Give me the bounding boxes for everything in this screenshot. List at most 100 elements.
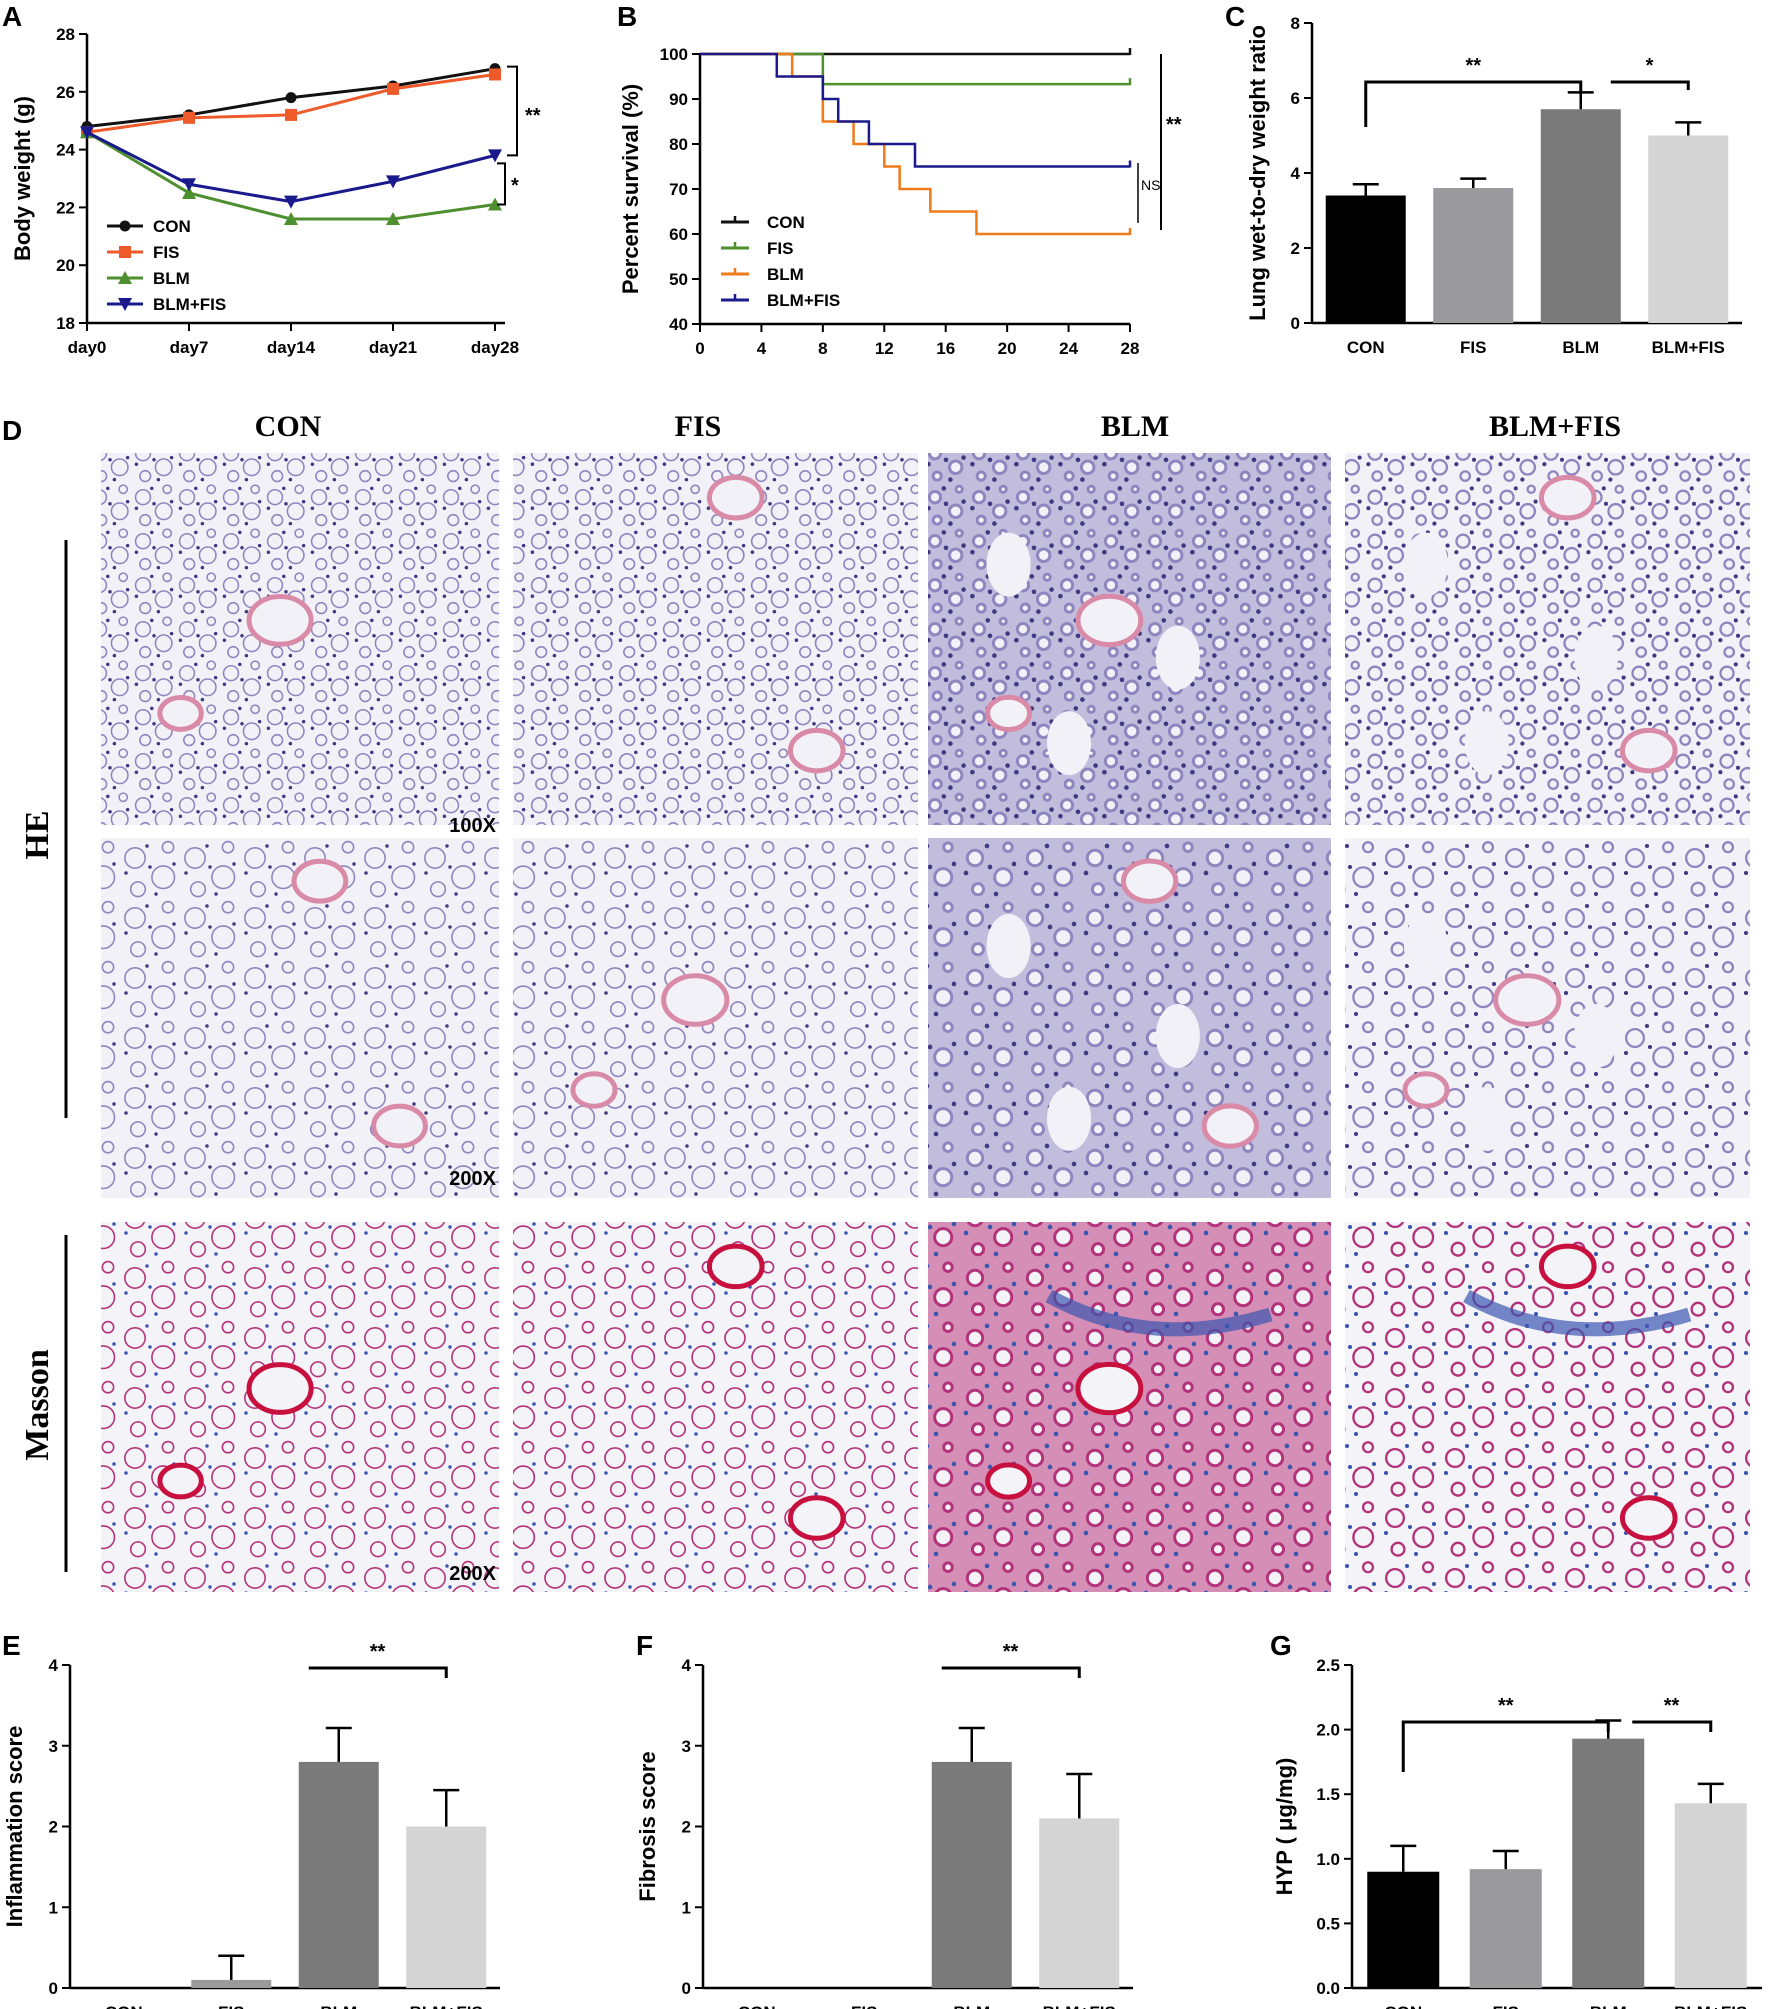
y-tick-label: 0 (682, 1979, 691, 1998)
y-tick-label: 3 (49, 1737, 58, 1756)
y-tick-label: 3 (682, 1737, 691, 1756)
air-space (1574, 1004, 1619, 1068)
y-tick-label: 24 (56, 141, 75, 160)
y-axis-label: Inflammation score (2, 1726, 27, 1928)
data-point-blm-fis (284, 195, 298, 209)
significance-label: * (511, 175, 519, 197)
histology-grid: CON FIS BLM BLM+FIS HE Masson 100X 200X … (19, 410, 1750, 1592)
y-tick-label: 0.0 (1316, 1979, 1340, 1998)
y-tick-label: 22 (56, 198, 75, 217)
airway-structure (706, 474, 765, 521)
airway-structure (570, 1071, 618, 1109)
panel-letter-a: A (2, 1, 22, 32)
air-space (1574, 625, 1619, 690)
legend-label-con: CON (153, 217, 191, 236)
air-space (1047, 1086, 1092, 1151)
y-tick-label: 4 (49, 1656, 59, 1675)
y-axis-label: HYP ( μg/mg) (1272, 1758, 1297, 1896)
data-point-blm-fis (386, 175, 400, 189)
x-tick-label: day28 (471, 338, 519, 357)
micrograph-masson-fis-row3 (513, 1222, 918, 1592)
micrograph-he-blm-fis-row1 (1345, 453, 1750, 825)
micrograph-masson-blm-row3 (928, 1222, 1331, 1592)
airway-structure (1075, 1361, 1144, 1416)
y-tick-label: 4 (1291, 164, 1301, 183)
micrograph-masson-blm-fis-row3 (1345, 1222, 1750, 1592)
data-point-blm (182, 185, 196, 199)
row-label-masson: Masson (19, 1349, 56, 1461)
airway-structure (661, 973, 730, 1027)
x-tick-label: FIS (851, 2003, 877, 2009)
column-header-con: CON (255, 410, 322, 443)
airway-structure (985, 694, 1033, 733)
y-tick-label: 2 (49, 1818, 58, 1837)
y-tick-label: 0.5 (1316, 1914, 1340, 1933)
series-line-fis (86, 72, 496, 134)
airway-structure (787, 1495, 846, 1541)
legend-marker-blm-fis (118, 298, 132, 311)
bar-blm (298, 1761, 379, 1988)
y-tick-label: 0 (1291, 314, 1300, 333)
y-tick-label: 50 (669, 270, 688, 289)
legend-label-fis: FIS (767, 239, 793, 258)
data-point-fis (183, 111, 195, 124)
y-tick-label: 4 (682, 1656, 692, 1675)
panel-letter-d: D (2, 415, 22, 446)
airway-structure (1538, 474, 1597, 521)
x-tick-label: CON (1384, 2003, 1422, 2009)
column-header-fis: FIS (675, 410, 722, 443)
air-space (1155, 625, 1200, 690)
micrograph-he-blm-row1 (928, 453, 1331, 825)
airway-structure (1538, 1243, 1597, 1290)
x-tick-label: 0 (695, 339, 704, 358)
data-point-fis (285, 108, 297, 121)
air-space (986, 914, 1031, 978)
x-tick-label: BLM (320, 2003, 357, 2009)
x-tick-label: BLM+FIS (1652, 338, 1725, 357)
y-tick-label: 90 (669, 90, 688, 109)
data-point-blm-fis (182, 178, 196, 192)
x-tick-label: day21 (369, 338, 417, 357)
magnification-label-200x-he: 200X (449, 1168, 496, 1190)
y-tick-label: 70 (669, 180, 688, 199)
significance-label: ** (370, 1641, 386, 1663)
micrograph-he-fis-row2 (513, 838, 918, 1198)
y-tick-label: 60 (669, 225, 688, 244)
airway-structure (157, 1462, 204, 1500)
column-header-blm: BLM (1101, 410, 1169, 443)
x-tick-label: 16 (936, 339, 955, 358)
micrograph-image (513, 1222, 918, 1592)
airway-structure (1493, 973, 1562, 1027)
collagen-deposit (1045, 1289, 1273, 1337)
y-tick-label: 1.0 (1316, 1850, 1340, 1869)
y-tick-label: 8 (1291, 14, 1300, 33)
significance-bracket (1364, 80, 1583, 127)
y-tick-label: 100 (660, 45, 688, 64)
x-tick-label: FIS (1460, 338, 1486, 357)
y-tick-label: 2.5 (1316, 1656, 1340, 1675)
significance-bracket (497, 162, 506, 206)
airway-structure (1075, 593, 1144, 648)
micrograph-image (1345, 1222, 1750, 1592)
y-tick-label: 1 (49, 1898, 58, 1917)
data-point-blm (386, 211, 400, 225)
x-tick-label: 12 (875, 339, 894, 358)
significance-label: ** (1664, 1695, 1680, 1717)
airway-structure (706, 1243, 765, 1290)
x-tick-label: BLM (1590, 2003, 1627, 2009)
significance-label: ** (1166, 114, 1182, 136)
micrograph-he-blm-fis-row2 (1345, 838, 1750, 1198)
significance-bracket (507, 65, 518, 157)
panel-letter-e: E (2, 1630, 21, 1661)
airway-structure (246, 594, 314, 647)
micrograph-he-fis-row1 (513, 453, 918, 825)
bar-blm-fis (1674, 1803, 1747, 1988)
micrograph-he-con-row1 (101, 453, 499, 825)
legend-label-blm-fis: BLM+FIS (767, 291, 840, 310)
airway-structure (787, 727, 846, 774)
x-tick-label: day0 (68, 338, 107, 357)
micrograph-image (1345, 453, 1750, 825)
micrograph-he-con-row2 (101, 838, 499, 1198)
bar-con (1367, 1871, 1440, 1988)
x-tick-label: 8 (818, 339, 827, 358)
